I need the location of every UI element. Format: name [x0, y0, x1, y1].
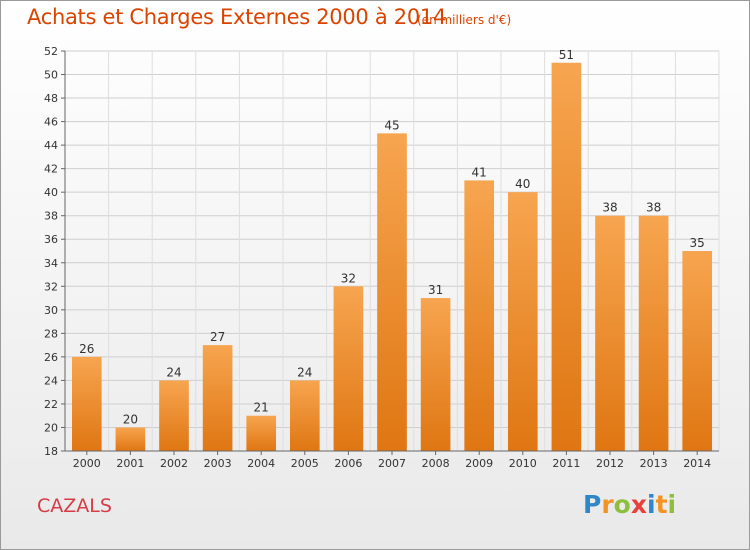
- bar-value-label: 51: [559, 48, 574, 62]
- chart-unit: (en milliers d'€): [417, 13, 512, 27]
- y-tick-label: 52: [44, 45, 58, 58]
- y-tick-label: 22: [44, 398, 58, 411]
- bar-value-label: 31: [428, 283, 443, 297]
- brand-letter: r: [601, 490, 614, 519]
- x-tick-label: 2007: [378, 457, 406, 470]
- x-tick-label: 2003: [204, 457, 232, 470]
- bar: [507, 192, 538, 452]
- y-tick-label: 20: [44, 421, 58, 434]
- bar-value-label: 27: [210, 330, 225, 344]
- brand-letter: i: [647, 490, 656, 519]
- bar-value-label: 38: [646, 201, 661, 215]
- bar: [682, 251, 713, 451]
- bar-value-label: 38: [602, 201, 617, 215]
- bar: [159, 380, 189, 451]
- bar-value-label: 40: [515, 177, 530, 191]
- x-tick-label: 2011: [552, 457, 580, 470]
- brand-letter: t: [655, 490, 668, 519]
- x-tick-label: 2004: [247, 457, 275, 470]
- bar: [202, 345, 233, 451]
- y-tick-label: 26: [44, 351, 58, 364]
- y-tick-label: 30: [44, 304, 58, 317]
- y-tick-label: 48: [44, 92, 58, 105]
- x-tick-label: 2005: [291, 457, 319, 470]
- axis-layer: 18 20 22 24 26 28 30 32 34 36 38 40 42 44 46 48 50 52 2000…: [44, 45, 719, 470]
- chart-title: Achats et Charges Externes 2000 à 2014: [27, 5, 447, 29]
- x-tick-label: 2001: [116, 457, 144, 470]
- y-tick-label: 50: [44, 69, 58, 82]
- x-tick-label: 2014: [683, 457, 711, 470]
- bar-value-label: 20: [123, 412, 138, 426]
- y-tick-label: 36: [44, 233, 58, 246]
- x-tick-label: 2002: [160, 457, 188, 470]
- y-tick-label: 40: [44, 186, 58, 199]
- x-tick-label: 2012: [596, 457, 624, 470]
- bar: [420, 298, 451, 451]
- bar-layer: 26 20 24 27 21 24 32 45 31 41 40 51 38 38 35: [71, 48, 713, 452]
- y-tick-label: 44: [44, 139, 58, 152]
- bar: [246, 415, 277, 451]
- x-tick-label: 2009: [465, 457, 493, 470]
- bar: [464, 180, 495, 452]
- y-tick-label: 42: [44, 163, 58, 176]
- bar: [115, 427, 146, 451]
- bar-value-label: 24: [166, 365, 181, 379]
- brand-logo: Proxiti: [583, 490, 676, 519]
- bar: [377, 133, 407, 451]
- brand-letter: x: [630, 490, 647, 519]
- y-tick-label: 24: [44, 374, 58, 387]
- bar: [595, 215, 625, 451]
- bar-value-label: 35: [690, 236, 705, 250]
- bar: [71, 356, 102, 451]
- bar-value-label: 41: [472, 165, 487, 179]
- brand-letter: i: [667, 490, 677, 519]
- bar: [551, 62, 582, 451]
- y-tick-label: 18: [44, 445, 58, 458]
- bar-value-label: 32: [341, 271, 356, 285]
- y-tick-label: 46: [44, 116, 58, 129]
- x-tick-label: 2000: [73, 457, 101, 470]
- bar-value-label: 26: [79, 342, 94, 356]
- x-tick-label: 2013: [640, 457, 668, 470]
- y-tick-label: 34: [44, 257, 58, 270]
- brand-letter: P: [583, 490, 602, 519]
- bar: [333, 286, 364, 451]
- y-tick-label: 28: [44, 327, 58, 340]
- bar-value-label: 45: [384, 118, 399, 132]
- y-tick-label: 32: [44, 280, 58, 293]
- x-tick-label: 2006: [334, 457, 362, 470]
- bar-value-label: 24: [297, 365, 312, 379]
- commune-name: CAZALS: [37, 495, 112, 517]
- brand-letter: o: [613, 490, 631, 519]
- bar: [638, 215, 669, 451]
- x-tick-label: 2010: [509, 457, 537, 470]
- bar: [289, 380, 320, 451]
- bar-value-label: 21: [254, 401, 269, 415]
- x-tick-label: 2008: [422, 457, 450, 470]
- y-tick-label: 38: [44, 210, 58, 223]
